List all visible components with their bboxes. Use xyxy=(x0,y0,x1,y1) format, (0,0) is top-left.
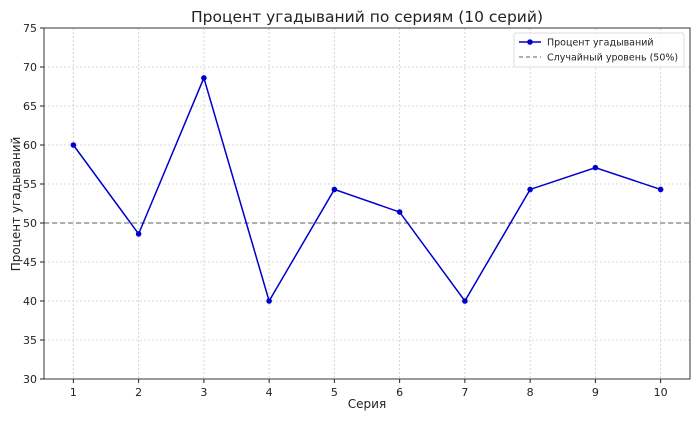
y-tick-label: 60 xyxy=(23,139,37,152)
legend-series-marker xyxy=(527,39,533,45)
x-tick-label: 8 xyxy=(527,386,534,399)
data-point xyxy=(657,186,664,193)
y-tick-label: 40 xyxy=(23,295,37,308)
x-tick-label: 9 xyxy=(592,386,599,399)
x-tick-label: 10 xyxy=(654,386,668,399)
x-tick-label: 5 xyxy=(331,386,338,399)
x-tick-label: 2 xyxy=(135,386,142,399)
x-tick-label: 6 xyxy=(396,386,403,399)
y-tick-label: 75 xyxy=(23,22,37,35)
y-tick-label: 50 xyxy=(23,217,37,230)
chart-title: Процент угадываний по сериям (10 серий) xyxy=(191,8,543,26)
data-point xyxy=(135,231,142,237)
series-group xyxy=(70,75,664,304)
y-axis-ticks: 30 35 40 45 50 55 60 65 70 75 xyxy=(23,22,44,386)
data-point xyxy=(70,142,77,148)
data-point xyxy=(266,298,272,304)
y-tick-label: 65 xyxy=(23,100,37,113)
data-point xyxy=(592,164,599,171)
y-tick-label: 45 xyxy=(23,256,37,269)
y-axis-label: Процент угадываний xyxy=(9,137,23,272)
legend-series-label: Процент угадываний xyxy=(547,38,654,49)
data-point xyxy=(462,298,468,304)
legend: Процент угадываний Случайный уровень (50… xyxy=(513,32,685,68)
grid xyxy=(44,27,690,380)
data-point xyxy=(396,209,403,215)
data-point xyxy=(331,186,338,193)
data-point xyxy=(201,75,207,81)
x-tick-label: 4 xyxy=(266,386,273,399)
y-tick-label: 35 xyxy=(23,334,37,347)
plot-frame xyxy=(43,27,691,380)
series-line xyxy=(72,75,661,303)
y-tick-label: 70 xyxy=(23,61,37,74)
x-axis-ticks: 1 2 3 4 5 6 7 8 9 10 xyxy=(70,379,668,399)
legend-reference-label: Случайный уровень (50%) xyxy=(547,53,678,64)
x-axis-label: Серия xyxy=(348,397,386,411)
data-point xyxy=(527,186,533,193)
y-tick-label: 30 xyxy=(23,373,37,386)
y-tick-label: 55 xyxy=(23,178,37,191)
x-tick-label: 7 xyxy=(461,386,468,399)
legend-box xyxy=(513,32,685,68)
x-tick-label: 3 xyxy=(200,386,207,399)
x-tick-label: 1 xyxy=(70,386,77,399)
